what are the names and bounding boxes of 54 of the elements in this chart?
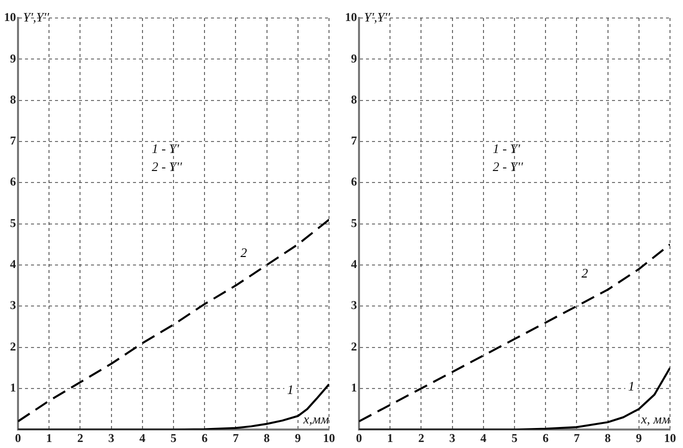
- series-label: 2: [581, 266, 588, 281]
- x-tick-label: 7: [574, 430, 580, 445]
- annotation: 1 - Y': [492, 141, 520, 156]
- x-tick-label: 0: [356, 430, 362, 445]
- x-tick-label: 10: [664, 430, 676, 445]
- x-tick-label: 4: [139, 430, 146, 445]
- y-tick-label: 6: [351, 174, 357, 189]
- y-tick-label: 10: [4, 10, 16, 24]
- y-tick-label: 8: [351, 92, 357, 106]
- y-axis-title: Y',Y'': [23, 9, 50, 24]
- x-tick-label: 2: [418, 430, 424, 445]
- x-tick-label: 8: [604, 430, 611, 445]
- y-tick-label: 9: [10, 51, 16, 66]
- x-tick-label: 1: [46, 430, 52, 445]
- x-tick-label: 5: [512, 430, 518, 445]
- y-tick-label: 4: [10, 257, 16, 272]
- y-tick-label: 4: [351, 257, 357, 272]
- y-tick-label: 3: [351, 298, 357, 312]
- y-tick-label: 6: [10, 174, 16, 189]
- x-tick-label: 2: [77, 430, 84, 445]
- annotation: 2 - Y'': [152, 159, 182, 174]
- y-tick-label: 8: [10, 92, 16, 106]
- y-tick-label: 10: [345, 10, 357, 24]
- x-tick-label: 1: [387, 430, 394, 445]
- y-tick-label: 3: [10, 298, 16, 312]
- y-tick-label: 2: [10, 339, 16, 354]
- y-tick-label: 1: [10, 380, 16, 395]
- y-tick-label: 1: [351, 380, 357, 395]
- series-label: 1: [287, 382, 294, 397]
- x-tick-label: 5: [170, 430, 176, 445]
- x-tick-label: 9: [636, 430, 642, 445]
- x-axis-title: x,мм: [302, 412, 329, 427]
- annotation: 1 - Y': [152, 141, 180, 156]
- x-tick-label: 9: [294, 430, 301, 445]
- x-tick-label: 6: [202, 430, 208, 445]
- x-tick-label: 0: [15, 430, 21, 445]
- x-tick-label: 3: [108, 430, 114, 445]
- x-tick-label: 6: [542, 430, 549, 445]
- y-tick-label: 9: [351, 51, 357, 66]
- y-tick-label: 5: [10, 216, 16, 230]
- x-tick-label: 7: [232, 430, 239, 445]
- y-tick-label: 5: [351, 216, 357, 230]
- annotation: 2 - Y'': [492, 159, 524, 174]
- series-label: 2: [240, 244, 248, 260]
- x-tick-label: 4: [480, 430, 486, 445]
- y-axis-title: Y',Y'': [364, 9, 390, 24]
- x-tick-label: 10: [323, 430, 335, 445]
- y-tick-label: 2: [351, 339, 357, 354]
- x-tick-label: 3: [449, 430, 456, 445]
- x-tick-label: 8: [264, 430, 270, 445]
- x-axis-title: x, мм: [640, 412, 670, 427]
- series-label: 1: [628, 378, 635, 394]
- y-tick-label: 7: [351, 134, 357, 148]
- y-tick-label: 7: [10, 134, 16, 148]
